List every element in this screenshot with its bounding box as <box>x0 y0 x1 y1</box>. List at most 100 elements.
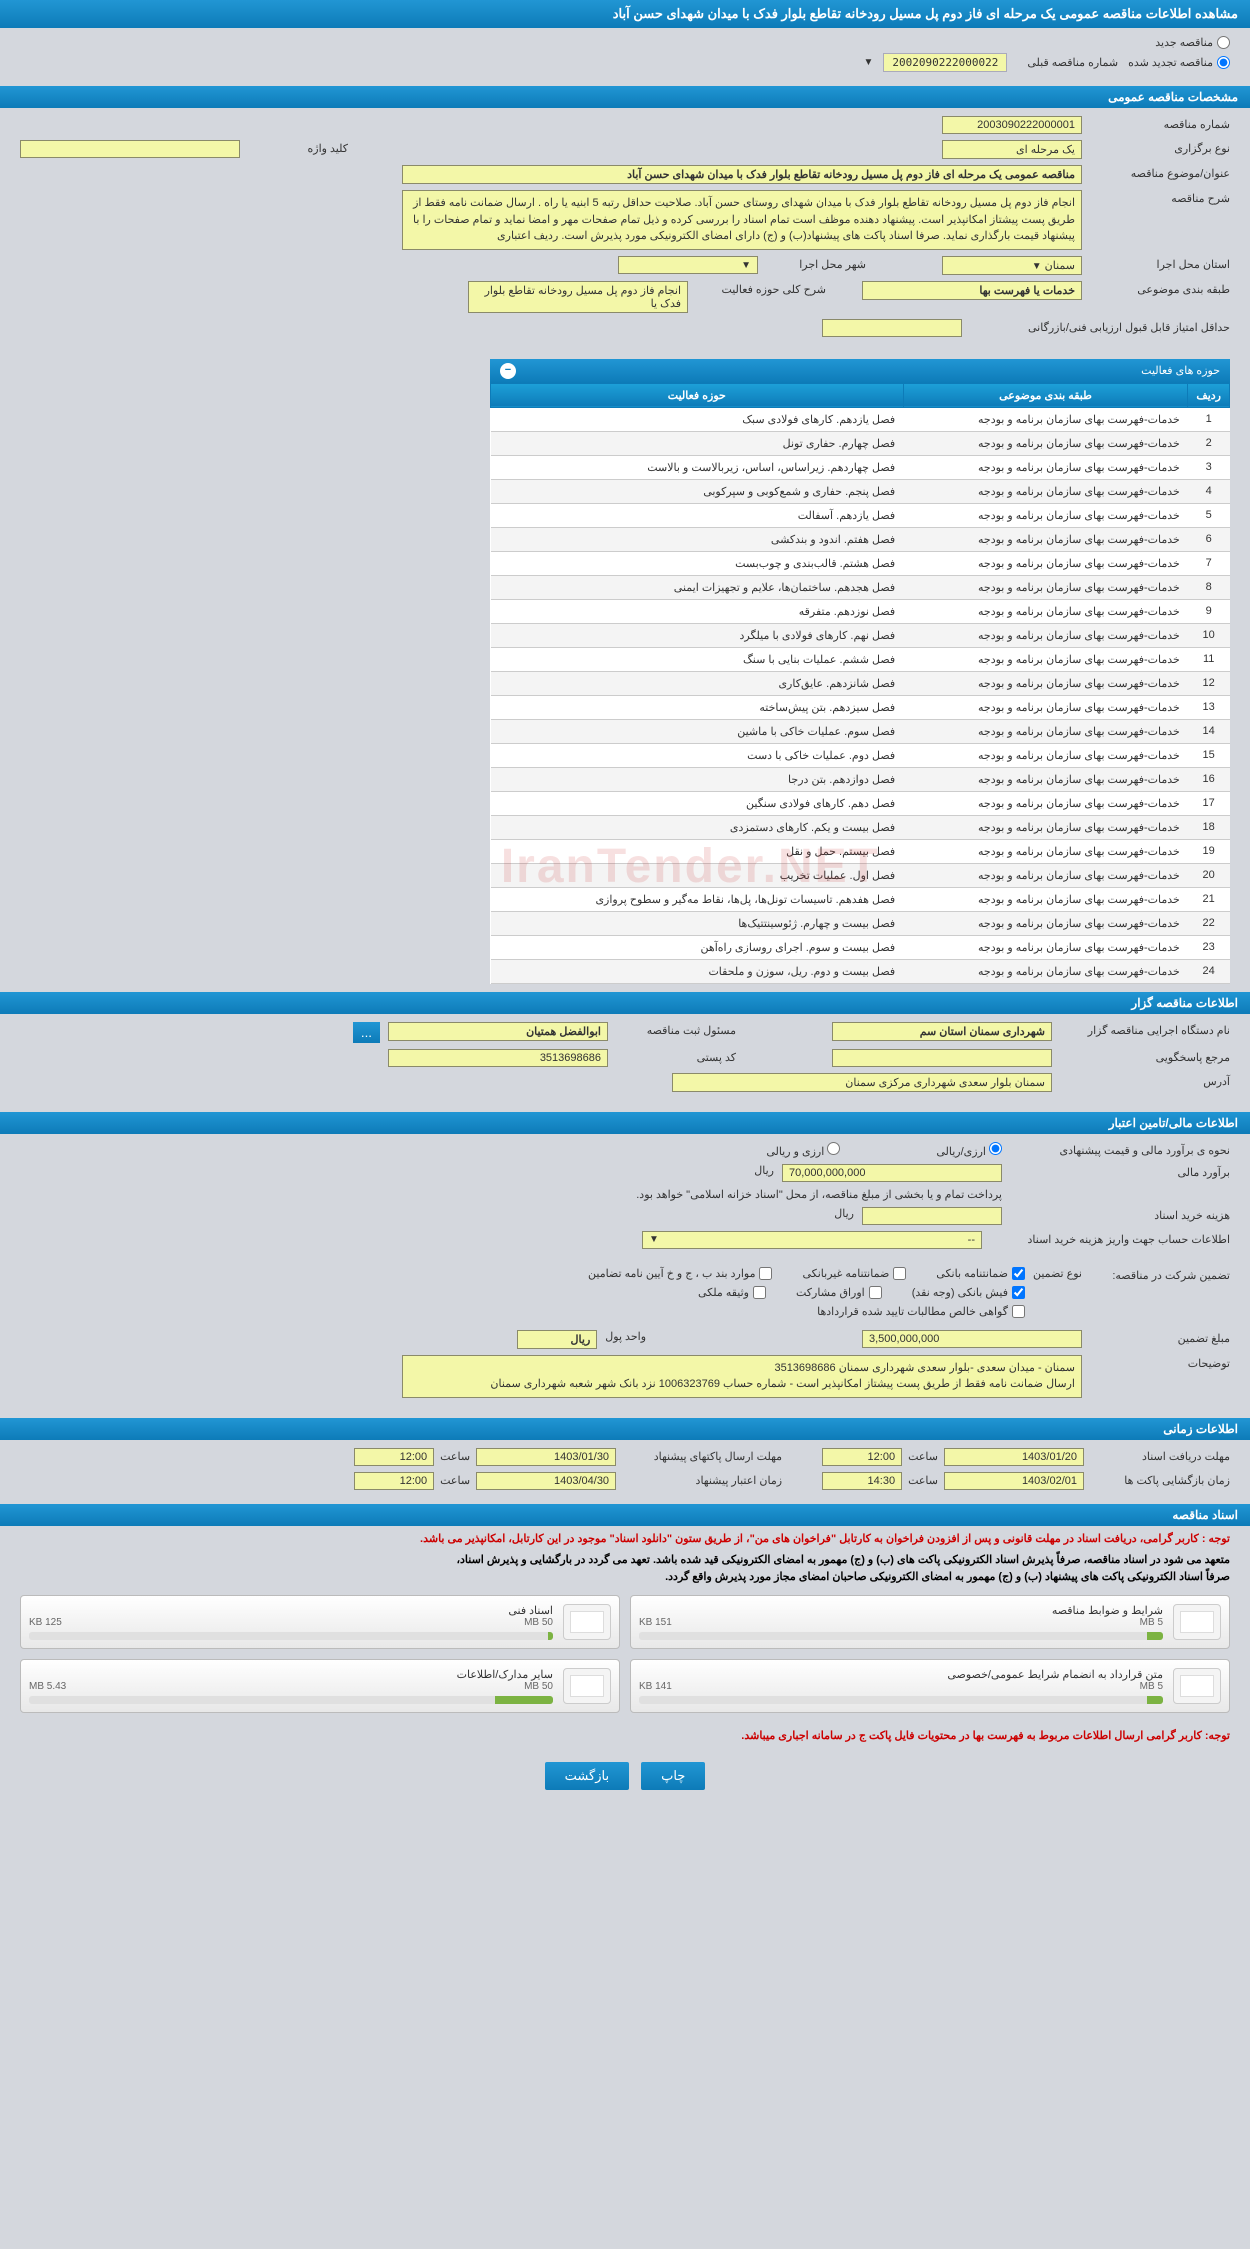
estimate-method-label: نحوه ی برآورد مالی و قیمت پیشنهادی <box>1010 1142 1230 1157</box>
row-num: 24 <box>1188 959 1230 983</box>
org-contact-field[interactable] <box>832 1049 1052 1067</box>
keyword-field[interactable] <box>20 140 240 158</box>
estimate-label: برآورد مالی <box>1010 1164 1230 1179</box>
chk-fish[interactable]: فیش بانکی (وجه نقد) <box>912 1286 1025 1299</box>
chk-items[interactable]: موارد بند ب ، ج و خ آیین نامه تضامین <box>588 1267 772 1280</box>
row-num: 1 <box>1188 407 1230 431</box>
document-item[interactable]: اسناد فنی50 MB125 KB <box>20 1595 620 1649</box>
validity-label: زمان اعتبار پیشنهاد <box>622 1474 782 1487</box>
min-score-field[interactable] <box>822 319 962 337</box>
row-scope: فصل بیست و یکم. کارهای دستمزدی <box>491 815 904 839</box>
row-scope: فصل نهم. کارهای فولادی با میلگرد <box>491 623 904 647</box>
validity-time: 12:00 <box>354 1472 434 1490</box>
row-category: خدمات-فهرست بهای سازمان برنامه و بودجه <box>903 575 1188 599</box>
table-row: 1خدمات-فهرست بهای سازمان برنامه و بودجهف… <box>491 407 1230 431</box>
notes-field: سمنان - میدان سعدی -بلوار سعدی شهرداری س… <box>402 1355 1082 1398</box>
row-num: 12 <box>1188 671 1230 695</box>
document-item[interactable]: متن قرارداد به انضمام شرایط عمومی/خصوصی5… <box>630 1659 1230 1713</box>
activity-scope-field: انجام فاز دوم پل مسیل رودخانه تقاطع بلوا… <box>468 281 688 313</box>
row-category: خدمات-فهرست بهای سازمان برنامه و بودجه <box>903 479 1188 503</box>
folder-icon <box>563 1668 611 1704</box>
row-scope: فصل یازدهم. آسفالت <box>491 503 904 527</box>
org-contact-label: مرجع پاسخگویی <box>1060 1049 1230 1064</box>
row-scope: فصل پنجم. حفاری و شمع‌کوبی و سپرکوبی <box>491 479 904 503</box>
type-field: یک مرحله ای <box>942 140 1082 159</box>
row-scope: فصل یازدهم. کارهای فولادی سبک <box>491 407 904 431</box>
time-label2: ساعت <box>908 1474 938 1487</box>
activity-table: ردیف طبقه بندی موضوعی حوزه فعالیت 1خدمات… <box>490 383 1230 984</box>
row-num: 22 <box>1188 911 1230 935</box>
doc-max: 5 MB <box>1140 1681 1163 1692</box>
notes-label: توضیحات <box>1090 1355 1230 1370</box>
table-row: 4خدمات-فهرست بهای سازمان برنامه و بودجهف… <box>491 479 1230 503</box>
exec-city-field[interactable]: ▼ <box>618 256 758 274</box>
table-row: 24خدمات-فهرست بهای سازمان برنامه و بودجه… <box>491 959 1230 983</box>
table-row: 12خدمات-فهرست بهای سازمان برنامه و بودجه… <box>491 671 1230 695</box>
back-button[interactable]: بازگشت <box>545 1762 629 1790</box>
collapse-icon[interactable]: − <box>500 363 516 379</box>
org-name-field: شهرداری سمنان استان سم <box>832 1022 1052 1041</box>
opt-arzi-riali[interactable]: ارزی/ریالی <box>936 1142 1002 1158</box>
row-num: 20 <box>1188 863 1230 887</box>
table-row: 3خدمات-فهرست بهای سازمان برنامه و بودجهف… <box>491 455 1230 479</box>
chk-certificate[interactable]: گواهی خالص مطالبات تایید شده قراردادها <box>817 1305 1025 1318</box>
row-category: خدمات-فهرست بهای سازمان برنامه و بودجه <box>903 647 1188 671</box>
chevron-down-icon[interactable]: ▼ <box>863 57 873 68</box>
guarantee-amount-field: 3,500,000,000 <box>862 1330 1082 1348</box>
chk-bank[interactable]: ضمانتنامه بانکی <box>936 1267 1025 1280</box>
time-label3: ساعت <box>440 1450 470 1463</box>
category-label: طبقه بندی موضوعی <box>1090 281 1230 296</box>
chk-bond[interactable]: اوراق مشارکت <box>796 1286 882 1299</box>
doc-title: شرایط و ضوابط مناقصه <box>639 1604 1163 1617</box>
org-address-field: سمنان بلوار سعدی شهرداری مرکزی سمنان <box>672 1073 1052 1092</box>
opt-arzi-o-riali[interactable]: ارزی و ریالی <box>766 1142 840 1158</box>
doc-max: 5 MB <box>1140 1617 1163 1628</box>
row-scope: فصل بیستم. حمل و نقل <box>491 839 904 863</box>
opt-new-tender-label: مناقصه جدید <box>1155 36 1213 49</box>
row-category: خدمات-فهرست بهای سازمان برنامه و بودجه <box>903 455 1188 479</box>
row-num: 9 <box>1188 599 1230 623</box>
table-row: 14خدمات-فهرست بهای سازمان برنامه و بودجه… <box>491 719 1230 743</box>
opt-new-tender[interactable]: مناقصه جدید <box>1155 36 1230 49</box>
more-button[interactable]: ... <box>353 1022 380 1043</box>
col-scope: حوزه فعالیت <box>491 383 904 407</box>
activity-box: IranTender.NET حوزه های فعالیت − ردیف طب… <box>490 359 1230 984</box>
table-row: 22خدمات-فهرست بهای سازمان برنامه و بودجه… <box>491 911 1230 935</box>
row-num: 18 <box>1188 815 1230 839</box>
guarantee-amount-label: مبلغ تضمین <box>1090 1330 1230 1345</box>
opt-renewed-tender[interactable]: مناقصه تجدید شده <box>1128 56 1230 69</box>
row-scope: فصل بیست و سوم. اجرای روسازی راه‌آهن <box>491 935 904 959</box>
org-manager-field: ابوالفضل همتیان <box>388 1022 608 1041</box>
row-scope: فصل دوم. عملیات خاکی با دست <box>491 743 904 767</box>
doc-size: 151 KB <box>639 1617 672 1628</box>
row-num: 6 <box>1188 527 1230 551</box>
doc-cost-field[interactable] <box>862 1207 1002 1225</box>
note-black2: صرفاً اسناد الکترونیکی پاکت های پیشنهاد … <box>0 1568 1250 1585</box>
row-scope: فصل هجدهم. ساختمان‌ها، علایم و تجهیزات ا… <box>491 575 904 599</box>
table-row: 17خدمات-فهرست بهای سازمان برنامه و بودجه… <box>491 791 1230 815</box>
activity-header-title: حوزه های فعالیت <box>1141 364 1220 377</box>
account-field[interactable]: -- ▼ <box>642 1231 982 1249</box>
document-item[interactable]: سایر مدارک/اطلاعات50 MB5.43 MB <box>20 1659 620 1713</box>
row-scope: فصل شانزدهم. عایق‌کاری <box>491 671 904 695</box>
desc-field: انجام فاز دوم پل مسیل رودخانه تقاطع بلوا… <box>402 190 1082 250</box>
row-category: خدمات-فهرست بهای سازمان برنامه و بودجه <box>903 767 1188 791</box>
row-num: 3 <box>1188 455 1230 479</box>
min-score-label: حداقل امتیاز قابل قبول ارزیابی فنی/بازرگ… <box>970 319 1230 334</box>
print-button[interactable]: چاپ <box>641 1762 705 1790</box>
document-item[interactable]: شرایط و ضوابط مناقصه5 MB 151 KB <box>630 1595 1230 1649</box>
row-scope: فصل نوزدهم. متفرقه <box>491 599 904 623</box>
opt-renewed-tender-label: مناقصه تجدید شده <box>1128 56 1213 69</box>
row-category: خدمات-فهرست بهای سازمان برنامه و بودجه <box>903 671 1188 695</box>
row-category: خدمات-فهرست بهای سازمان برنامه و بودجه <box>903 527 1188 551</box>
chk-property[interactable]: وثیقه ملکی <box>698 1286 766 1299</box>
guarantee-label: تضمین شرکت در مناقصه: <box>1090 1267 1230 1282</box>
doc-receive-label: مهلت دریافت اسناد <box>1090 1450 1230 1463</box>
unit-field: ریال <box>517 1330 597 1349</box>
page-title: مشاهده اطلاعات مناقصه عمومی یک مرحله ای … <box>0 0 1250 28</box>
row-scope: فصل ششم. عملیات بنایی با سنگ <box>491 647 904 671</box>
validity-date: 1403/04/30 <box>476 1472 616 1490</box>
chk-nonbank[interactable]: ضمانتنامه غیربانکی <box>802 1267 906 1280</box>
doc-receive-time: 12:00 <box>822 1448 902 1466</box>
exec-province-field[interactable]: سمنان ▼ <box>942 256 1082 275</box>
